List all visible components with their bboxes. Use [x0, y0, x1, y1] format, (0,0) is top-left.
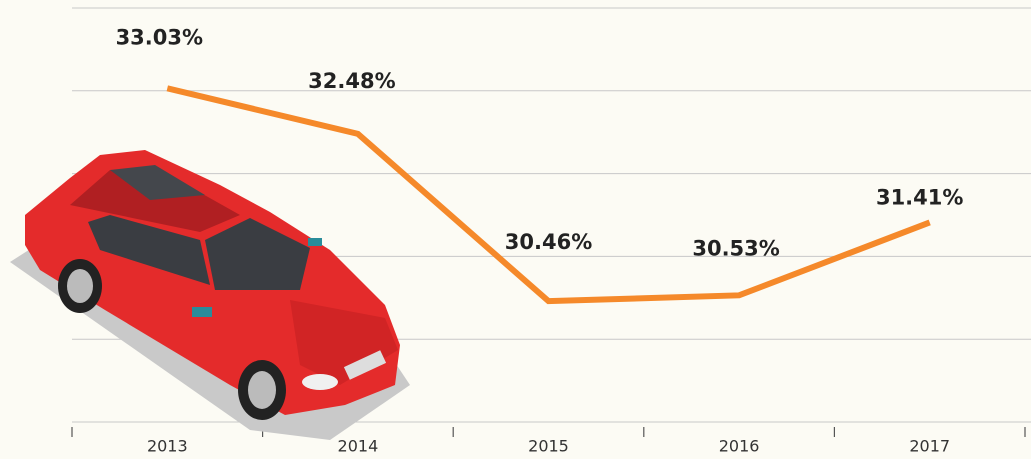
data-label: 33.03% [116, 25, 203, 49]
data-label: 32.48% [308, 69, 395, 93]
car-side-window [88, 215, 210, 285]
car-illustration [10, 150, 410, 440]
data-label: 30.46% [505, 230, 592, 254]
car-mirror [192, 307, 212, 317]
x-tick-label: 2014 [338, 437, 379, 456]
car-headlight [302, 374, 338, 390]
car-windshield [205, 218, 310, 290]
car-roof [70, 170, 240, 232]
car-rear-window [110, 165, 205, 200]
data-line [166, 85, 931, 305]
car-grille [343, 350, 387, 380]
x-tick-label: 2017 [909, 437, 950, 456]
label-layer: 2013 2014 2015 2016 2017 33.03% 32.48% 30.46% 30… [116, 25, 964, 455]
data-label: 31.41% [876, 185, 963, 209]
data-label: 30.53% [692, 236, 779, 260]
x-tick-label: 2013 [147, 437, 188, 456]
car-hub-rear [67, 269, 93, 303]
car-hub-front [248, 371, 276, 409]
x-tick-label: 2015 [528, 437, 569, 456]
car-mirror [308, 238, 322, 246]
x-tick-label: 2016 [719, 437, 760, 456]
line-layer [166, 85, 931, 305]
